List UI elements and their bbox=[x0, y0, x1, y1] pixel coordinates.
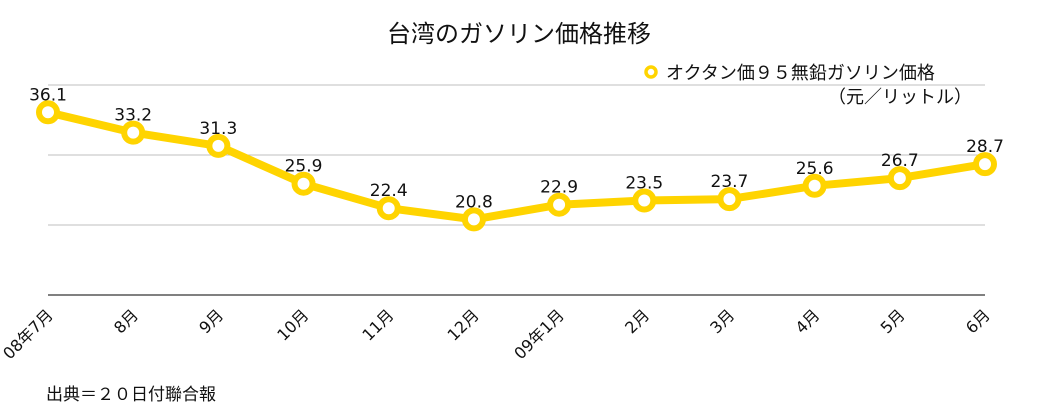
series-line-group bbox=[44, 108, 989, 224]
x-tick-label: 12月 bbox=[444, 305, 483, 344]
data-label: 23.5 bbox=[625, 174, 663, 194]
x-tick-labels: 08年7月 8月 9月 10月 11月 12月 09年1月 2月 3月 4月 5月 6月 bbox=[0, 305, 994, 363]
gridlines bbox=[48, 84, 985, 226]
data-label: 25.6 bbox=[796, 159, 834, 179]
data-label: 25.9 bbox=[285, 157, 323, 177]
data-point bbox=[121, 120, 146, 145]
series-line bbox=[44, 108, 989, 224]
legend: オクタン価９５無鉛ガソリン価格 （元／リットル） bbox=[644, 63, 972, 108]
data-point bbox=[717, 187, 742, 212]
data-label: 22.4 bbox=[370, 181, 408, 201]
x-tick-label: 2月 bbox=[621, 305, 653, 337]
data-point bbox=[887, 166, 912, 191]
source-note: 出典＝２０日付聯合報 bbox=[46, 385, 216, 405]
data-points bbox=[36, 100, 997, 232]
legend-series-unit: （元／リットル） bbox=[828, 87, 972, 108]
data-label: 33.2 bbox=[114, 106, 152, 126]
x-tick-label: 09年1月 bbox=[510, 305, 568, 363]
data-point bbox=[36, 100, 60, 125]
data-point bbox=[632, 188, 657, 213]
data-label: 23.7 bbox=[711, 172, 749, 192]
data-point bbox=[376, 196, 401, 221]
legend-series-name: オクタン価９５無鉛ガソリン価格 bbox=[666, 63, 935, 84]
data-point bbox=[547, 192, 572, 217]
x-tick-label: 3月 bbox=[706, 305, 738, 337]
data-label: 28.7 bbox=[966, 137, 1004, 157]
data-label: 22.9 bbox=[540, 178, 578, 198]
data-point bbox=[973, 152, 997, 177]
data-label: 31.3 bbox=[199, 119, 237, 139]
x-tick-label: 08年7月 bbox=[0, 305, 57, 363]
x-tick-label: 9月 bbox=[195, 305, 227, 337]
data-labels: 36.1 33.2 31.3 25.9 22.4 20.8 22.9 23.5 23.7 25.6… bbox=[29, 85, 1004, 212]
data-point bbox=[802, 173, 827, 198]
x-tick-label: 10月 bbox=[273, 305, 312, 344]
x-tick-label: 4月 bbox=[792, 305, 824, 337]
data-point bbox=[461, 207, 486, 232]
x-tick-label: 6月 bbox=[962, 305, 994, 337]
x-tick-label: 5月 bbox=[877, 305, 909, 337]
data-point bbox=[206, 133, 231, 158]
chart-title: 台湾のガソリン価格推移 bbox=[387, 20, 651, 48]
data-label: 20.8 bbox=[455, 192, 493, 212]
data-label: 36.1 bbox=[29, 85, 67, 105]
legend-marker-icon bbox=[644, 65, 658, 79]
data-point bbox=[291, 171, 316, 196]
x-tick-label: 8月 bbox=[110, 305, 142, 337]
x-tick-label: 11月 bbox=[358, 305, 397, 344]
data-label: 26.7 bbox=[881, 151, 919, 171]
